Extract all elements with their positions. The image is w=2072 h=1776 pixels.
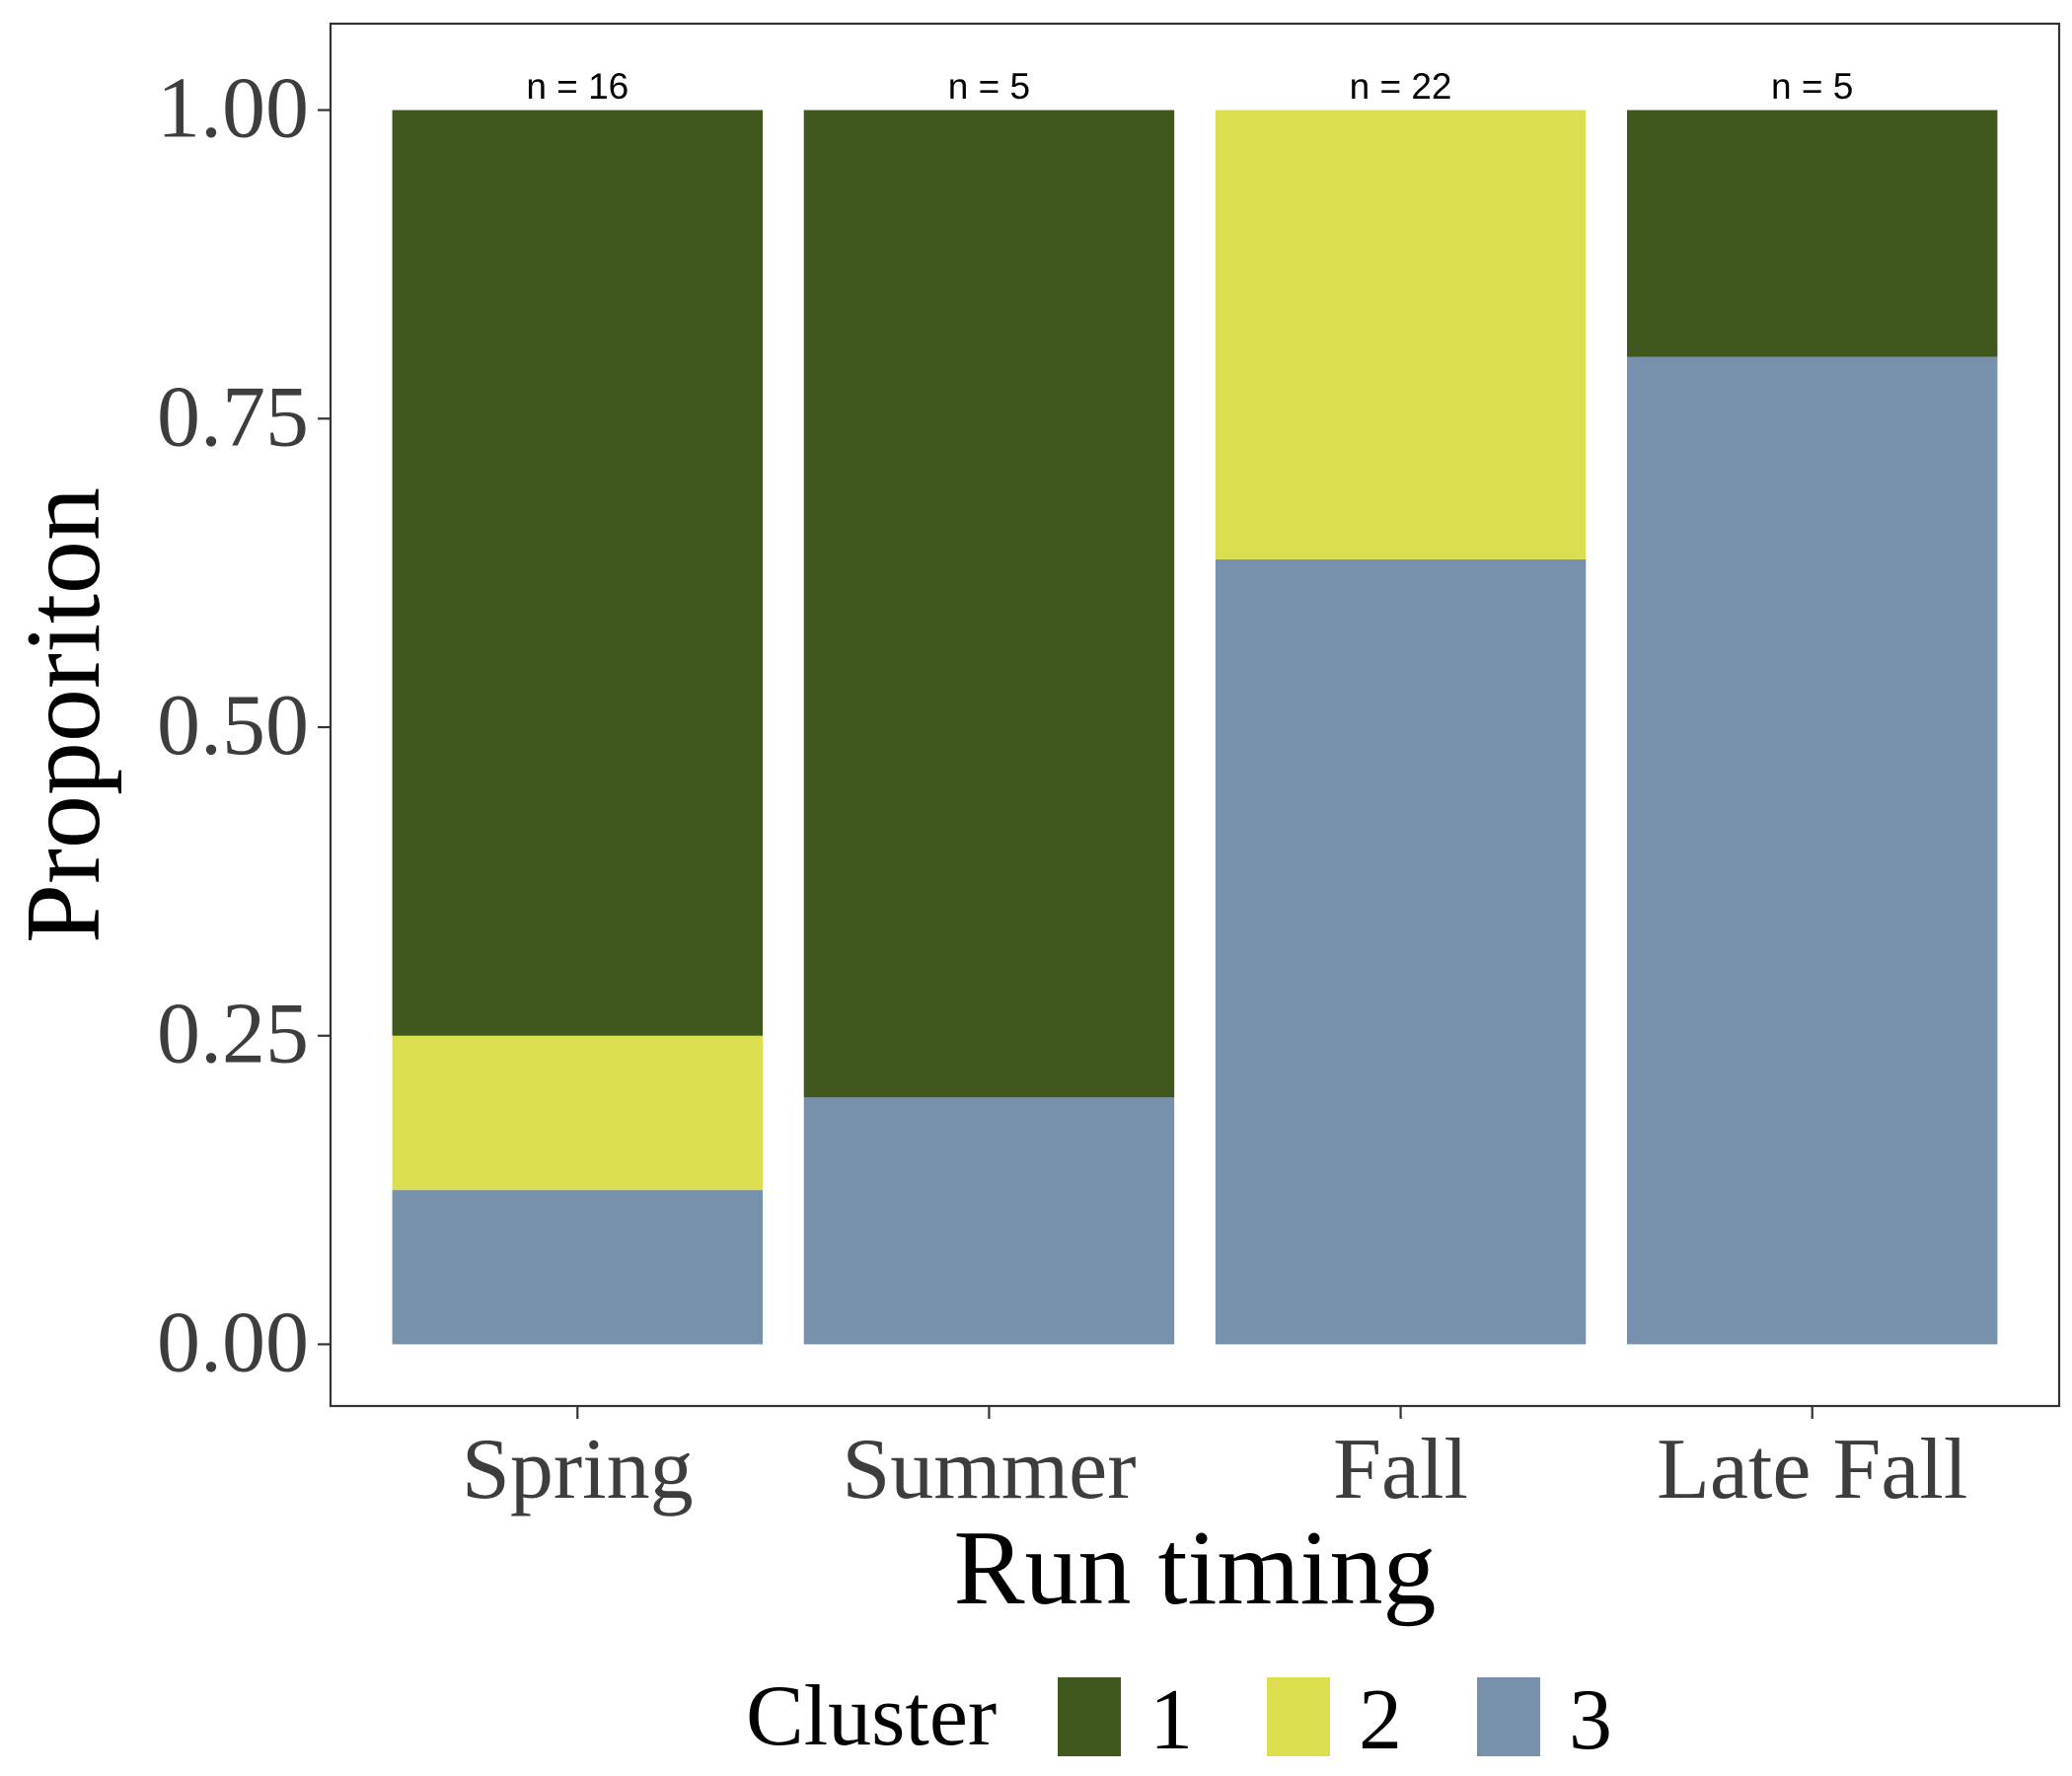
bar-segment-late-fall-cluster-3 [1627,356,1998,1345]
x-axis-title: Run timing [953,1510,1436,1627]
plot-panel-border [329,22,2061,1408]
x-tick-label: Fall [1333,1422,1468,1517]
bar-segment-fall-cluster-2 [1215,110,1587,559]
bar-segment-spring-cluster-3 [392,1190,763,1345]
bar-segment-fall-cluster-3 [1215,558,1587,1345]
bar-segment-spring-cluster-1 [392,110,763,1036]
legend-label-cluster-1: 1 [1149,1672,1193,1768]
legend-title: Cluster [746,1668,997,1764]
legend-key-cluster-3 [1477,1677,1540,1756]
legend: Cluster 1 2 3 [746,1668,1612,1768]
bar-segment-summer-cluster-3 [803,1097,1175,1345]
y-tick-label: 0.00 [157,1295,309,1390]
sample-size-label: n = 5 [1771,66,1853,107]
y-tick-label: 0.25 [157,987,309,1082]
x-tick-label: Late Fall [1657,1422,1967,1517]
legend-key-cluster-1 [1058,1677,1121,1756]
x-tick-label: Spring [462,1422,694,1517]
y-axis-title: Proporiton [5,487,122,943]
legend-key-cluster-2 [1267,1677,1330,1756]
y-tick-label: 1.00 [157,61,309,157]
bar-segment-summer-cluster-1 [803,110,1175,1098]
bar-segment-late-fall-cluster-1 [1627,110,1998,357]
labels-layer: n = 16 n = 5 n = 22 n = 5 [526,66,1853,107]
axes-layer: 0.00 0.25 0.50 0.75 1.00 Spring Summer Fall Late… [157,61,1967,1517]
legend-label-cluster-3: 3 [1569,1672,1612,1768]
sample-size-label: n = 5 [948,66,1030,107]
sample-size-label: n = 16 [526,66,629,107]
y-tick-label: 0.75 [157,369,309,465]
legend-label-cluster-2: 2 [1359,1672,1402,1768]
bar-segment-spring-cluster-2 [392,1035,763,1191]
bars-layer [392,110,1998,1345]
sample-size-label: n = 22 [1350,66,1452,107]
y-tick-label: 0.50 [157,678,309,774]
x-tick-label: Summer [842,1422,1136,1517]
